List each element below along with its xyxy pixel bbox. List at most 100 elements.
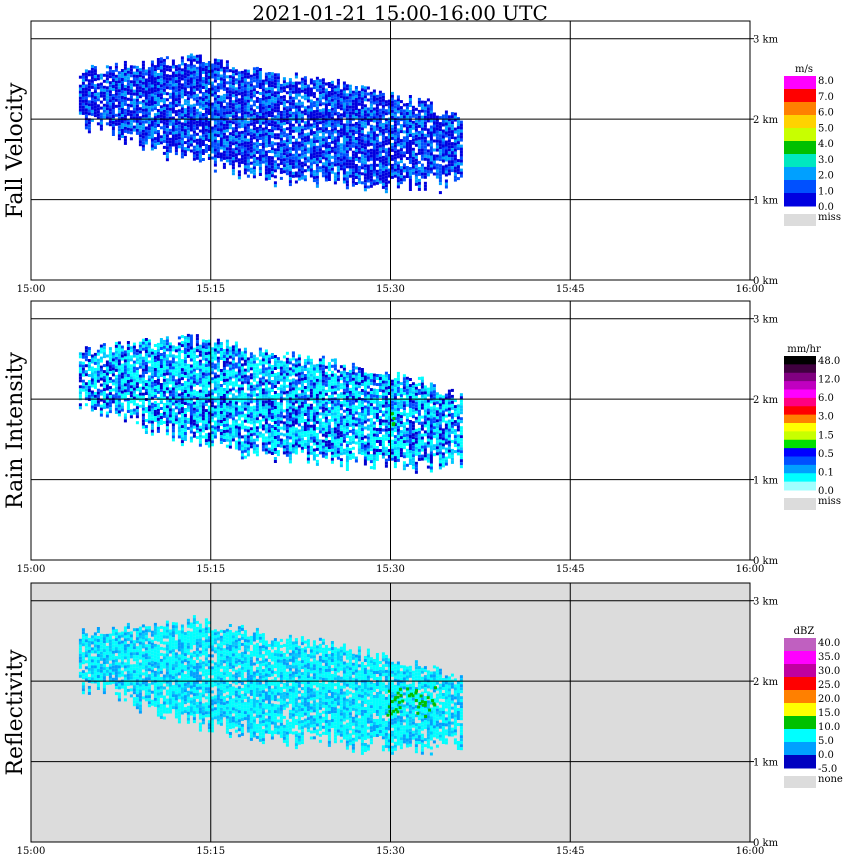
echo-cell — [144, 419, 148, 422]
echo-cell — [408, 128, 412, 131]
echo-cell — [159, 419, 163, 422]
echo-cell — [240, 372, 244, 376]
echo-cell — [84, 96, 88, 100]
echo-cell — [417, 148, 421, 152]
echo-cell — [330, 80, 334, 84]
echo-cell — [153, 86, 157, 90]
echo-cell — [330, 164, 334, 168]
echo-cell — [429, 131, 433, 135]
echo-cell — [306, 168, 310, 172]
echo-cell — [123, 389, 127, 393]
echo-cell — [96, 367, 100, 371]
echo-cell — [153, 65, 157, 69]
echo-cell — [132, 351, 136, 355]
echo-cell — [177, 417, 181, 421]
echo-cell — [180, 401, 184, 405]
echo-cell — [195, 147, 199, 151]
echo-cell — [138, 341, 142, 345]
echo-cell — [261, 400, 265, 404]
echo-cell — [297, 174, 301, 178]
echo-cell — [327, 109, 331, 112]
echo-cell — [120, 387, 124, 391]
echo-cell — [156, 381, 160, 385]
echo-cell — [177, 136, 181, 140]
echo-cell — [429, 158, 433, 162]
echo-cell — [84, 349, 88, 353]
echo-cell — [402, 145, 406, 149]
echo-cell — [288, 180, 292, 184]
echo-cell — [201, 387, 205, 391]
echo-cell — [258, 410, 262, 414]
echo-cell — [216, 62, 220, 66]
echo-cell — [198, 63, 202, 67]
echo-cell — [381, 122, 385, 126]
echo-cell — [345, 120, 349, 124]
echo-cell — [459, 168, 463, 172]
echo-cell — [273, 181, 277, 185]
echo-cell — [174, 92, 178, 96]
echo-cell — [144, 392, 148, 395]
echo-cell — [276, 85, 280, 89]
echo-cell — [360, 145, 364, 149]
echo-cell — [315, 172, 319, 176]
echo-cell — [87, 85, 91, 89]
echo-cell — [429, 161, 433, 165]
echo-cell — [270, 141, 274, 145]
echo-cell — [399, 181, 403, 185]
echo-cell — [282, 155, 286, 159]
echo-cell — [249, 421, 253, 425]
echo-cell — [240, 393, 244, 397]
echo-cell — [219, 369, 223, 372]
echo-cell — [216, 83, 220, 87]
echo-cell — [180, 86, 184, 90]
echo-cell — [279, 113, 283, 117]
echo-cell — [177, 423, 181, 427]
echo-cell — [456, 144, 460, 148]
echo-cell — [393, 159, 397, 163]
echo-cell — [246, 90, 250, 94]
echo-cell — [291, 126, 295, 130]
echo-cell — [261, 82, 265, 86]
echo-cell — [189, 116, 193, 120]
echo-cell — [249, 412, 253, 416]
echo-cell — [156, 402, 160, 406]
echo-cell — [285, 115, 289, 119]
echo-cell — [96, 110, 100, 114]
echo-cell — [201, 402, 205, 406]
echo-cell — [297, 81, 301, 85]
echo-cell — [132, 345, 136, 349]
echo-cell — [309, 168, 313, 172]
echo-cell — [87, 130, 91, 134]
echo-cell — [189, 382, 193, 386]
echo-cell — [216, 428, 220, 432]
echo-cell — [219, 423, 223, 426]
echo-cell — [294, 165, 298, 169]
echo-cell — [264, 367, 268, 371]
echo-cell — [429, 149, 433, 153]
echo-cell — [375, 178, 379, 182]
echo-cell — [177, 393, 181, 397]
echo-cell — [459, 162, 463, 166]
echo-cell — [81, 96, 85, 100]
echo-cell — [123, 120, 127, 124]
echo-cell — [222, 153, 226, 157]
echo-cell — [201, 411, 205, 415]
echo-cell — [414, 113, 418, 117]
echo-cell — [108, 81, 112, 85]
echo-cell — [405, 109, 409, 112]
echo-cell — [459, 171, 463, 175]
echo-cell — [183, 375, 187, 378]
echo-cell — [360, 139, 364, 143]
echo-cell — [408, 131, 412, 134]
echo-cell — [372, 134, 376, 138]
echo-cell — [444, 119, 448, 123]
echo-cell — [228, 346, 232, 350]
echo-cell — [198, 69, 202, 73]
echo-cell — [204, 143, 208, 147]
echo-cell — [288, 132, 292, 136]
echo-cell — [102, 85, 106, 89]
echo-cell — [174, 71, 178, 75]
echo-cell — [150, 69, 154, 73]
echo-cell — [243, 380, 247, 384]
